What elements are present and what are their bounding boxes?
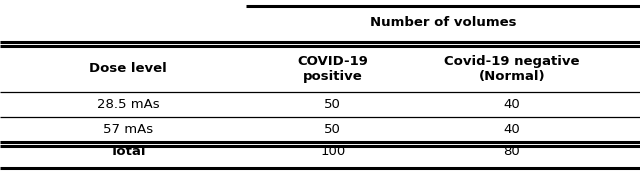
Text: Covid-19 negative
(Normal): Covid-19 negative (Normal) <box>444 55 580 83</box>
Text: 50: 50 <box>324 123 341 136</box>
Text: 50: 50 <box>324 98 341 111</box>
Text: Number of volumes: Number of volumes <box>370 16 516 29</box>
Text: COVID-19
positive: COVID-19 positive <box>298 55 368 83</box>
Text: 100: 100 <box>320 145 346 158</box>
Text: 80: 80 <box>504 145 520 158</box>
Text: 40: 40 <box>504 123 520 136</box>
Text: 57 mAs: 57 mAs <box>103 123 153 136</box>
Text: Total: Total <box>109 145 147 158</box>
Text: 28.5 mAs: 28.5 mAs <box>97 98 159 111</box>
Text: 40: 40 <box>504 98 520 111</box>
Text: Dose level: Dose level <box>89 62 167 75</box>
